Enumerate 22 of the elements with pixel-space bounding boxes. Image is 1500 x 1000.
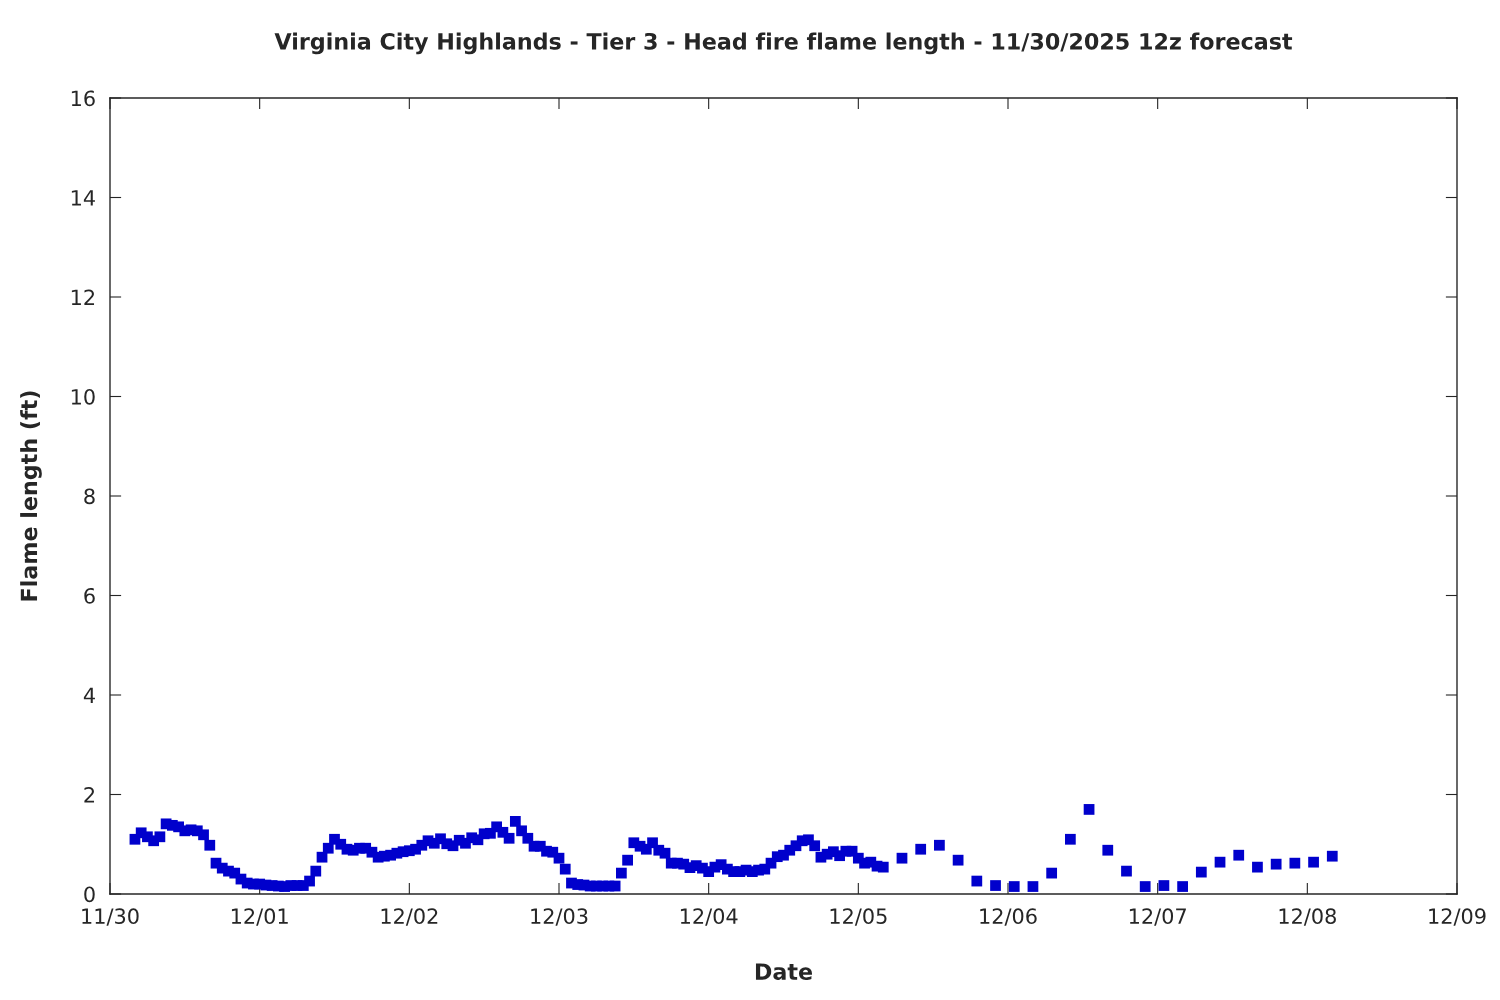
y-tick-label: 6 [84,587,95,604]
chart-title: Virginia City Highlands - Tier 3 - Head fire flame length - 11/30/2025 12z forecast [274,32,1293,55]
y-axis-title: Flame length (ft) [20,391,42,601]
x-axis-title: Date [755,963,812,980]
y-tick-label: 0 [84,886,95,903]
x-tick-label: 12/01 [231,908,288,926]
x-tick-label: 12/04 [680,908,738,926]
y-tick-label: 8 [84,488,95,505]
x-tick-label: 12/06 [980,908,1037,926]
x-tick-label: 12/05 [830,908,887,926]
x-tick-label: 12/03 [531,908,588,926]
x-tick-label: 12/02 [381,908,438,926]
y-tick-label: 10 [71,388,95,405]
x-tick-label: 12/09 [1429,908,1486,926]
x-tick-label: 11/30 [82,908,139,926]
y-tick-label: 14 [71,190,95,206]
x-tick-label: 12/08 [1279,908,1336,926]
y-tick-label: 2 [84,786,95,803]
y-tick-label: 12 [71,289,95,305]
x-tick-label: 12/07 [1129,908,1186,926]
y-tick-label: 4 [83,687,95,703]
y-tick-label: 16 [71,90,95,107]
